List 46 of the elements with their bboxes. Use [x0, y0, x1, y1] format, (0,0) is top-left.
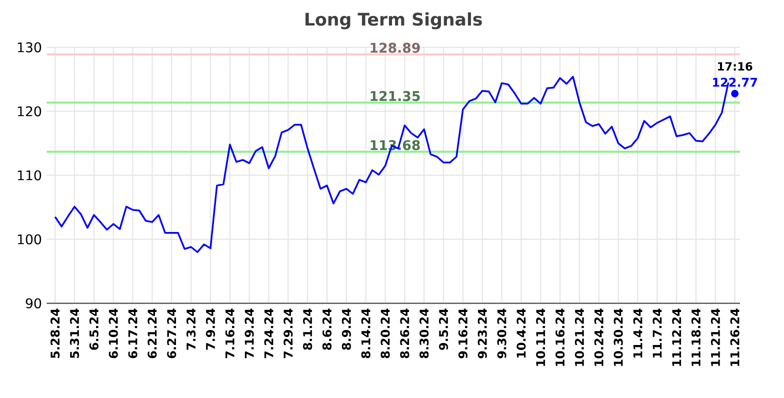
- x-tick-label: 9.16.24: [458, 308, 468, 358]
- x-tick-label: 9.23.24: [478, 308, 487, 358]
- x-tick-label: 10.11.24: [536, 308, 546, 366]
- x-tick-label: 7.16.24: [225, 308, 234, 358]
- x-tick-label: 7.24.24: [264, 308, 274, 358]
- x-tick-label: 8.6.24: [322, 308, 332, 350]
- x-tick-label: 8.20.24: [380, 308, 390, 358]
- y-tick-label: 90: [26, 298, 42, 308]
- x-tick-label: 6.17.24: [128, 308, 138, 358]
- data-label: 122.77: [713, 78, 758, 87]
- annotation: 17:16: [718, 62, 752, 71]
- x-tick-label: 7.29.24: [284, 308, 293, 358]
- x-tick-label: 8.30.24: [420, 308, 429, 358]
- x-tick-label: 11.4.24: [633, 308, 642, 358]
- ref-line-label: 128.89: [370, 42, 420, 53]
- x-tick-label: 11.21.24: [710, 308, 720, 366]
- y-tick-label: 120: [18, 106, 42, 116]
- x-tick-label: 7.3.24: [186, 308, 196, 350]
- x-tick-label: 10.4.24: [516, 308, 526, 358]
- x-tick-label: 7.9.24: [206, 308, 215, 350]
- chart-title: Long Term Signals: [306, 12, 482, 30]
- ref-line-label: 121.35: [370, 90, 420, 102]
- x-tick-label: 8.26.24: [400, 308, 410, 358]
- x-tick-label: 10.16.24: [555, 308, 565, 366]
- x-tick-label: 10.30.24: [614, 308, 623, 366]
- x-tick-label: 5.31.24: [70, 308, 80, 358]
- x-tick-label: 6.10.24: [108, 308, 118, 358]
- x-tick-label: 10.21.24: [574, 308, 584, 366]
- y-tick-label: 100: [18, 234, 42, 244]
- x-tick-label: 11.7.24: [652, 308, 662, 358]
- x-tick-label: 5.28.24: [50, 308, 60, 358]
- x-tick-label: 6.5.24: [89, 308, 98, 350]
- x-tick-label: 9.30.24: [497, 308, 506, 358]
- x-tick-label: 8.14.24: [361, 308, 370, 358]
- x-tick-label: 9.5.24: [438, 308, 448, 350]
- x-tick-label: 7.19.24: [244, 308, 254, 358]
- x-tick-label: 8.9.24: [342, 308, 351, 350]
- x-tick-label: 11.12.24: [672, 308, 682, 366]
- y-tick-label: 130: [18, 42, 42, 52]
- x-tick-label: 6.21.24: [148, 308, 157, 358]
- x-tick-label: 8.1.24: [303, 308, 312, 350]
- y-tick-label: 110: [18, 170, 42, 180]
- x-tick-label: 11.26.24: [730, 308, 740, 366]
- x-tick-label: 10.24.24: [594, 308, 604, 366]
- x-tick-label: 6.27.24: [167, 308, 176, 358]
- x-tick-label: 11.18.24: [691, 308, 701, 366]
